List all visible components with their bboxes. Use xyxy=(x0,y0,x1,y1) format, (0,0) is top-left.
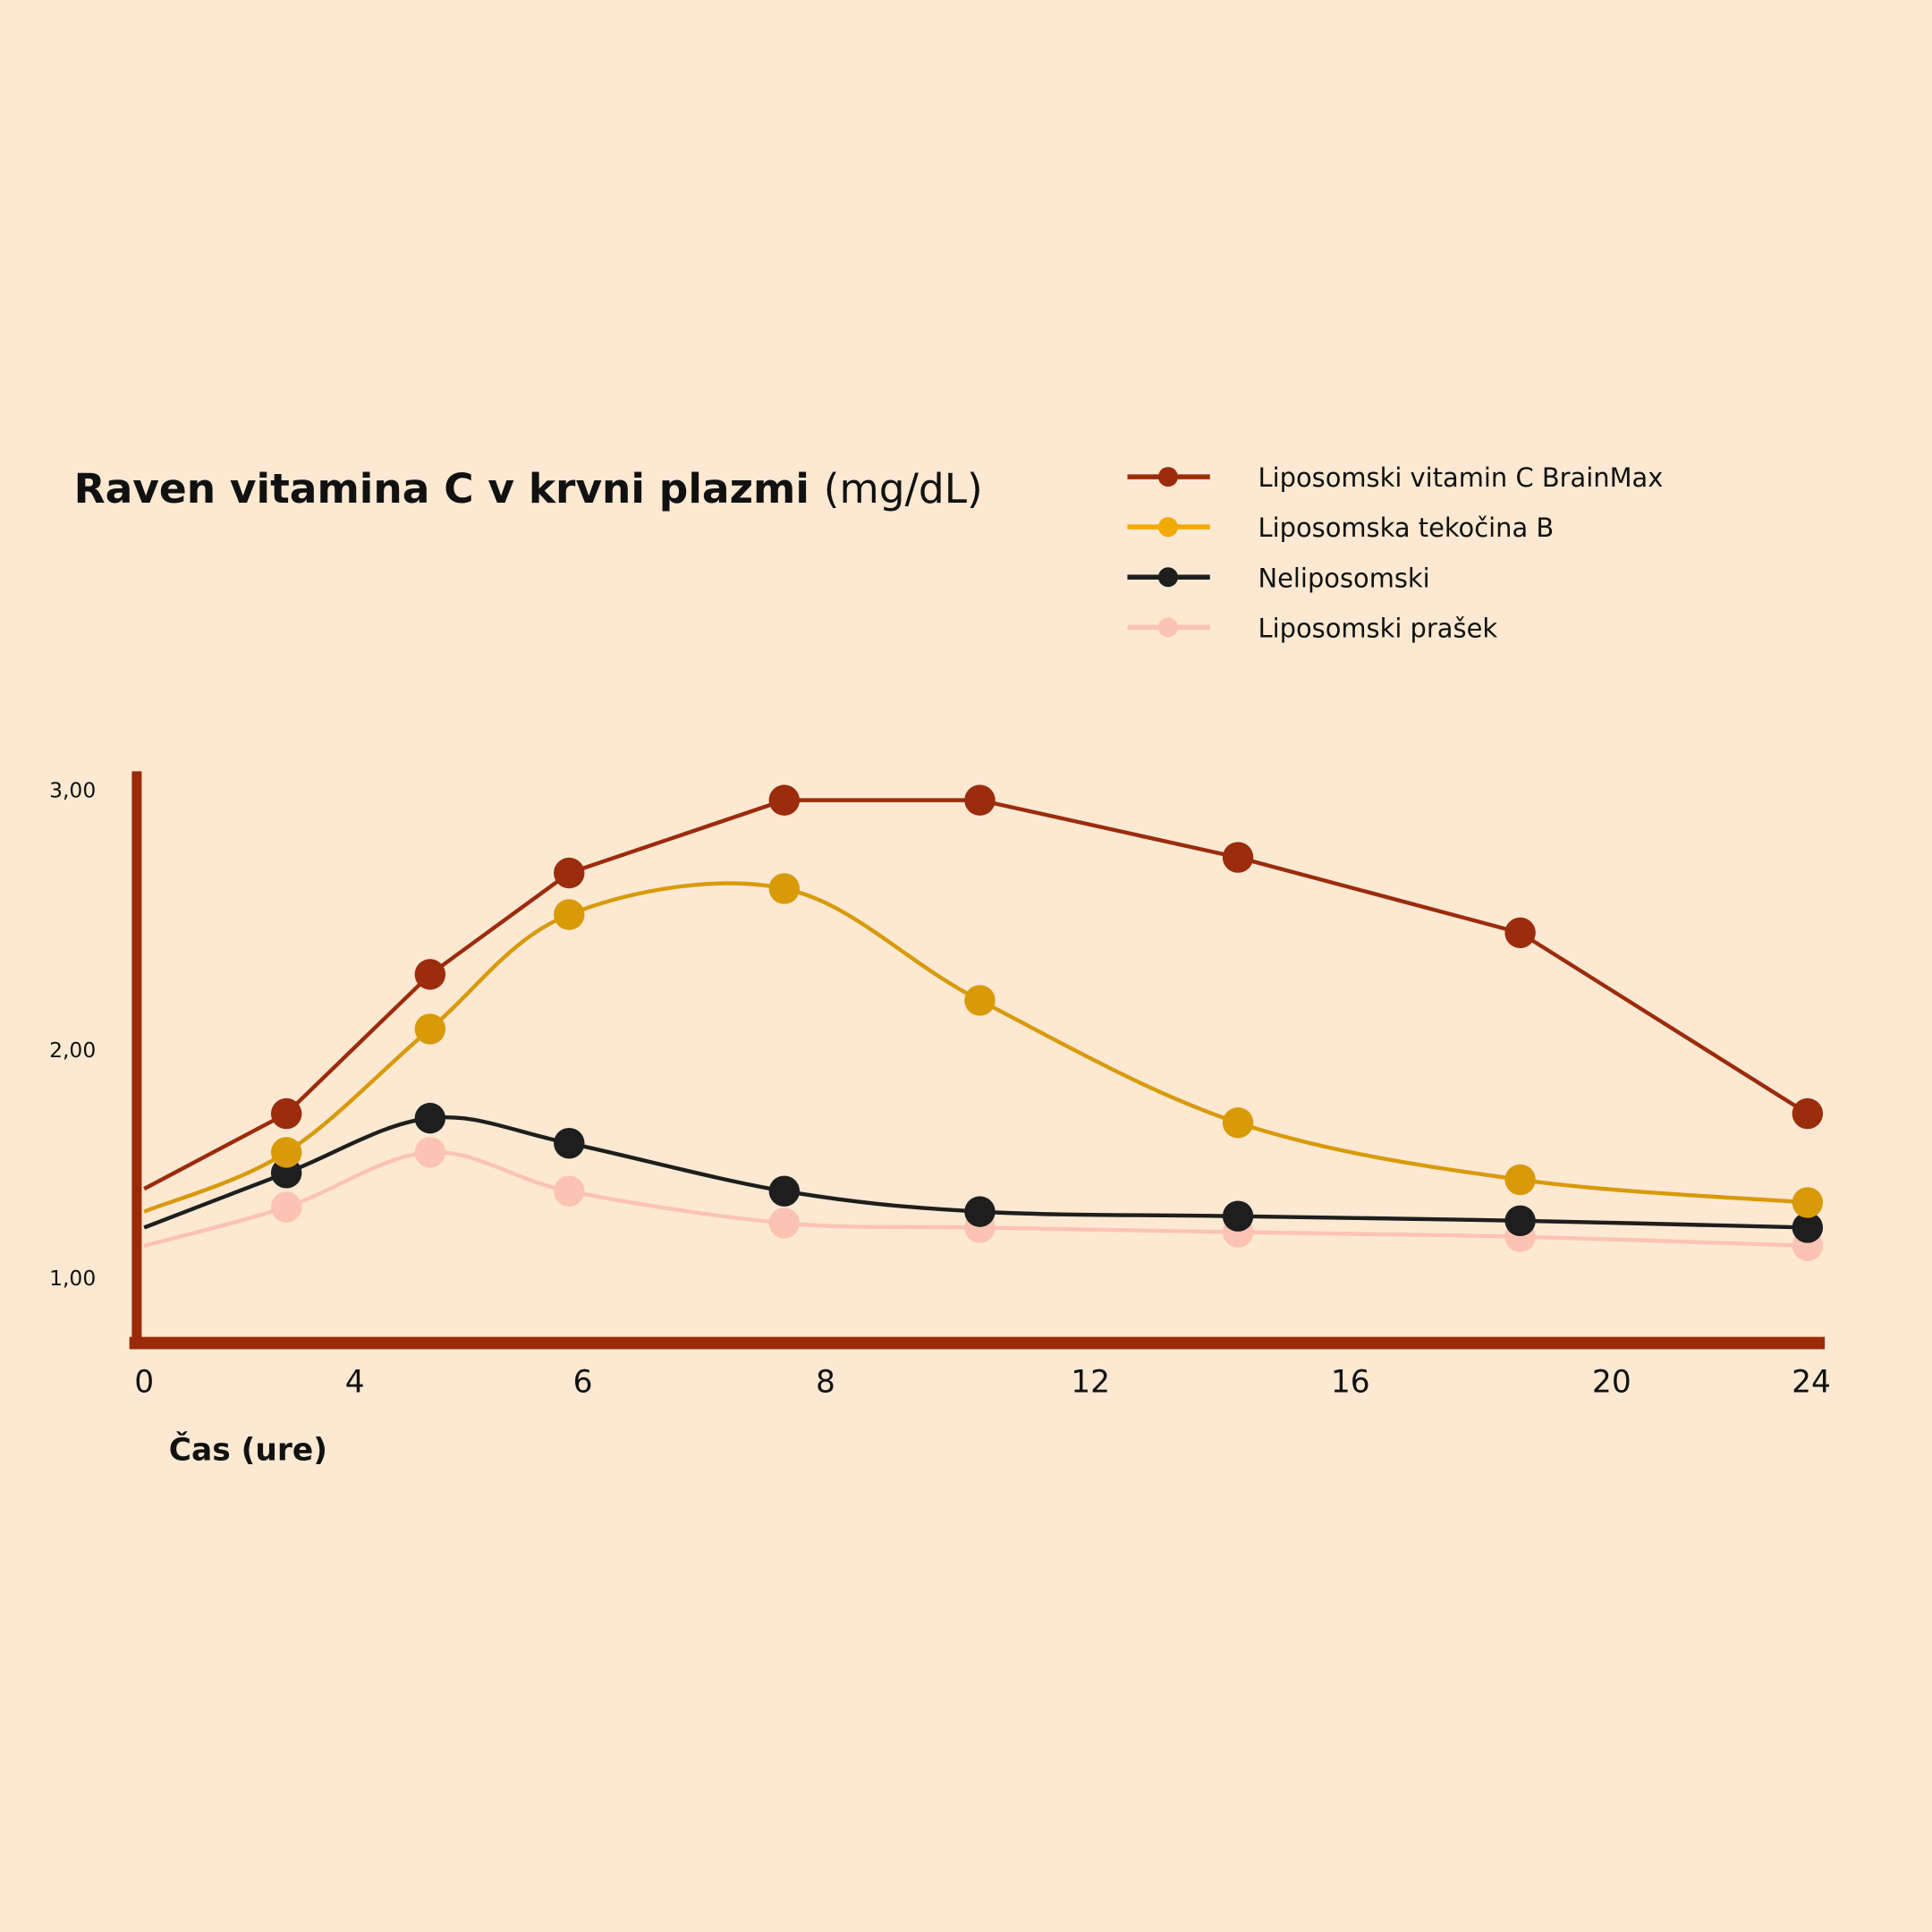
x-tick-label: 16 xyxy=(1331,1365,1370,1401)
y-tick-label: 1,00 xyxy=(49,1266,96,1291)
data-point xyxy=(414,1137,446,1168)
data-point xyxy=(554,1127,585,1159)
y-tick-label: 3,00 xyxy=(49,777,96,802)
x-tick-label: 4 xyxy=(345,1365,365,1401)
x-tick-labels: 0 4 6 8 12 16 20 24 xyxy=(134,1365,1831,1401)
legend-label: Liposomski prašek xyxy=(1258,613,1497,643)
legend-marker xyxy=(1157,467,1178,487)
data-point xyxy=(964,985,996,1016)
series-layer xyxy=(143,784,1824,1262)
data-point xyxy=(1504,1205,1536,1237)
series-line xyxy=(143,1150,1808,1249)
data-point xyxy=(414,1102,446,1134)
series-2 xyxy=(143,1102,1824,1243)
data-point xyxy=(1222,1200,1254,1232)
legend-label: Liposomski vitamin C BrainMax xyxy=(1258,462,1663,493)
legend-marker xyxy=(1157,617,1178,638)
data-point xyxy=(1504,1164,1536,1196)
series-0 xyxy=(143,784,1824,1191)
x-axis-label: Čas (ure) xyxy=(169,1431,327,1468)
data-point xyxy=(554,899,585,930)
data-point xyxy=(554,857,585,889)
data-point xyxy=(414,959,446,990)
data-point xyxy=(1792,1212,1824,1243)
legend-marker xyxy=(1157,567,1178,588)
data-point xyxy=(964,1196,996,1227)
chart-title: Raven vitamina C v krvni plazmi (mg/dL) xyxy=(74,465,983,513)
x-tick-label: 20 xyxy=(1592,1365,1631,1401)
x-axis-line xyxy=(129,1336,1826,1350)
data-point xyxy=(270,1191,302,1223)
y-tick-label: 2,00 xyxy=(49,1038,96,1063)
legend-marker xyxy=(1157,517,1178,538)
data-point xyxy=(1504,917,1536,949)
legend-item: Liposomski vitamin C BrainMax xyxy=(1127,462,1663,493)
x-tick-label: 12 xyxy=(1071,1365,1110,1401)
data-point xyxy=(270,1137,302,1168)
data-point xyxy=(768,1208,801,1239)
legend-item: Liposomski prašek xyxy=(1127,613,1497,643)
data-point xyxy=(964,784,996,816)
data-point xyxy=(768,784,801,816)
data-point xyxy=(1222,1107,1254,1139)
chart-title-unit: (mg/dL) xyxy=(824,465,983,513)
y-axis-line xyxy=(131,771,142,1349)
y-tick-labels: 1,00 2,00 3,00 xyxy=(49,777,96,1291)
legend-label: Liposomska tekočina B xyxy=(1258,513,1554,543)
legend: Liposomski vitamin C BrainMax Liposomska … xyxy=(1127,462,1663,643)
data-point xyxy=(1222,842,1254,873)
data-point xyxy=(1792,1187,1824,1218)
chart-title-text: Raven vitamina C v krvni plazmi xyxy=(74,465,809,513)
legend-item: Neliposomski xyxy=(1127,563,1430,593)
legend-label: Neliposomski xyxy=(1258,563,1429,593)
series-line xyxy=(143,881,1809,1214)
x-tick-label: 8 xyxy=(816,1365,835,1401)
data-point xyxy=(554,1175,585,1207)
data-point xyxy=(1792,1097,1824,1130)
data-point xyxy=(270,1097,302,1130)
x-tick-label: 24 xyxy=(1792,1365,1831,1401)
data-point xyxy=(414,1013,446,1045)
data-point xyxy=(768,1175,801,1207)
series-line xyxy=(143,1115,1808,1230)
x-tick-label: 0 xyxy=(134,1365,154,1401)
x-tick-label: 6 xyxy=(573,1365,593,1401)
data-point xyxy=(768,873,801,904)
legend-item: Liposomska tekočina B xyxy=(1127,513,1554,543)
series-1 xyxy=(143,873,1824,1218)
